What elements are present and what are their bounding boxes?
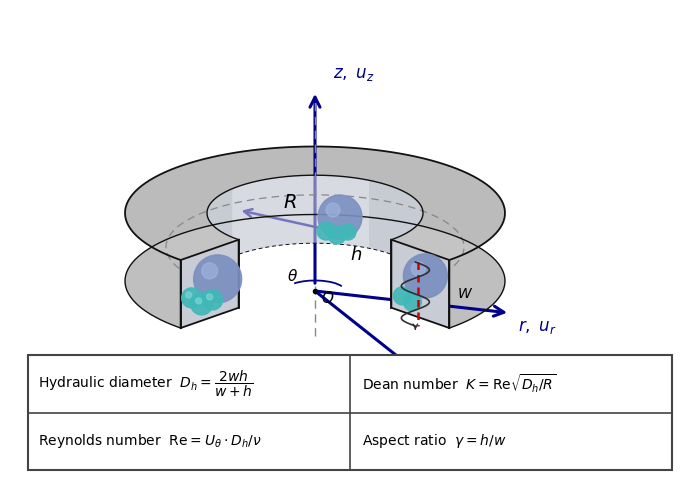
Circle shape [194, 255, 241, 303]
Text: Hydraulic diameter  $D_h = \dfrac{2wh}{w+h}$: Hydraulic diameter $D_h = \dfrac{2wh}{w+… [38, 369, 253, 399]
Polygon shape [391, 240, 449, 328]
Circle shape [202, 263, 218, 279]
Text: $r,\ u_r$: $r,\ u_r$ [518, 318, 556, 336]
Circle shape [195, 298, 202, 304]
Text: $O$: $O$ [321, 290, 335, 306]
Text: Aspect ratio  $\gamma = h/w$: Aspect ratio $\gamma = h/w$ [362, 432, 506, 450]
Circle shape [202, 290, 223, 310]
Text: W: W [457, 287, 471, 301]
Circle shape [318, 195, 362, 239]
Circle shape [317, 222, 335, 240]
Circle shape [328, 226, 346, 244]
Polygon shape [232, 175, 369, 257]
Polygon shape [207, 175, 423, 308]
Circle shape [190, 293, 213, 315]
Text: $\theta$: $\theta$ [287, 268, 298, 284]
Polygon shape [125, 214, 505, 328]
Text: Reynolds number  $\mathrm{Re} = U_\theta \cdot D_h/\nu$: Reynolds number $\mathrm{Re} = U_\theta … [38, 432, 262, 450]
Circle shape [326, 203, 340, 217]
Circle shape [186, 292, 192, 298]
Circle shape [181, 288, 202, 308]
Circle shape [403, 254, 447, 298]
Circle shape [403, 293, 421, 311]
Polygon shape [125, 147, 505, 260]
Text: Dean number  $K = \mathrm{Re}\sqrt{D_h/R}$: Dean number $K = \mathrm{Re}\sqrt{D_h/R}… [362, 373, 556, 395]
Text: $\theta,\ u_\theta$: $\theta,\ u_\theta$ [440, 398, 484, 419]
Text: $z,\ u_z$: $z,\ u_z$ [333, 65, 374, 83]
Circle shape [412, 262, 426, 276]
Circle shape [206, 294, 213, 300]
Bar [28, 355, 672, 470]
Text: $h$: $h$ [350, 246, 362, 264]
Polygon shape [125, 147, 505, 328]
Text: $R$: $R$ [283, 193, 297, 212]
Circle shape [340, 224, 356, 240]
Circle shape [393, 287, 412, 305]
Polygon shape [181, 240, 239, 328]
